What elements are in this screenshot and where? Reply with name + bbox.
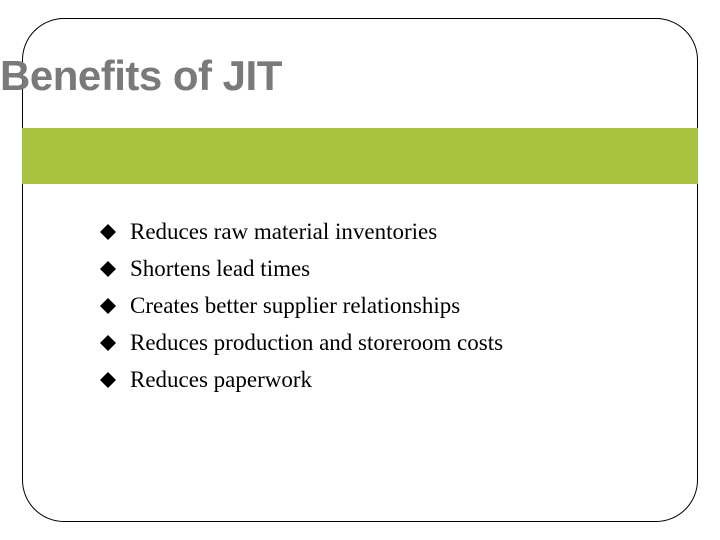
diamond-icon	[100, 224, 116, 240]
list-item: Reduces production and storeroom costs	[100, 327, 660, 358]
list-item: Creates better supplier relationships	[100, 290, 660, 321]
bullet-list: Reduces raw material inventories Shorten…	[100, 216, 660, 401]
list-item-text: Reduces paperwork	[130, 364, 312, 395]
diamond-icon	[100, 335, 116, 351]
list-item: Reduces raw material inventories	[100, 216, 660, 247]
list-item-text: Shortens lead times	[130, 253, 310, 284]
accent-bar	[22, 128, 698, 184]
list-item-text: Reduces production and storeroom costs	[130, 327, 503, 358]
list-item: Reduces paperwork	[100, 364, 660, 395]
slide-title: Benefits of JIT	[0, 52, 282, 100]
diamond-icon	[100, 261, 116, 277]
list-item-text: Reduces raw material inventories	[130, 216, 437, 247]
list-item-text: Creates better supplier relationships	[130, 290, 460, 321]
slide: Benefits of JIT Reduces raw material inv…	[0, 0, 720, 540]
diamond-icon	[100, 298, 116, 314]
diamond-icon	[100, 372, 116, 388]
list-item: Shortens lead times	[100, 253, 660, 284]
